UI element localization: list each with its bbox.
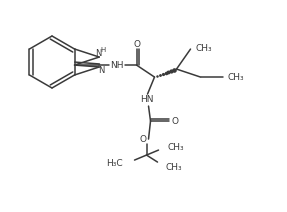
Text: CH₃: CH₃ [227, 73, 244, 82]
Text: CH₃: CH₃ [167, 142, 184, 152]
Text: NH: NH [110, 61, 123, 70]
Text: H₃C: H₃C [106, 159, 123, 167]
Text: N: N [98, 67, 104, 75]
Text: O: O [139, 135, 146, 144]
Text: CH₃: CH₃ [195, 44, 212, 53]
Text: N: N [95, 49, 101, 57]
Text: CH₃: CH₃ [165, 163, 182, 172]
Text: O: O [133, 40, 140, 49]
Text: H: H [101, 47, 106, 53]
Text: O: O [171, 117, 178, 126]
Text: HN: HN [140, 95, 153, 104]
